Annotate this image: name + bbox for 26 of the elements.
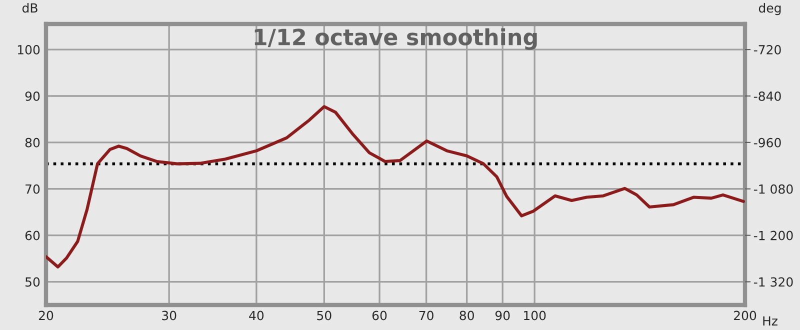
x-tick-label: 20	[38, 310, 54, 320]
x-tick-label: 200	[734, 310, 756, 320]
y-tick-label: 60	[25, 230, 40, 240]
y-tick-label: 80	[25, 138, 40, 148]
y2-tick-label: -720	[754, 45, 781, 54]
y2-axis-title: deg	[758, 3, 781, 16]
y-tick-label: 100	[18, 45, 40, 54]
y2-tick-label: -1 320	[754, 277, 793, 287]
y-tick-label: 70	[26, 184, 40, 194]
chart-title: 1/12 octave smoothing	[254, 28, 537, 50]
x-tick-label: 60	[372, 310, 387, 320]
x-axis-title: Hz	[763, 316, 778, 326]
y-tick-label: 90	[25, 91, 40, 101]
y2-tick-label: -1 200	[754, 230, 793, 240]
y2-tick-label: -840	[754, 91, 781, 101]
x-tick-label: 30	[162, 310, 176, 320]
x-tick-label: 90	[495, 310, 510, 320]
x-tick-label: 50	[317, 310, 332, 320]
x-tick-label: 100	[524, 310, 546, 320]
x-tick-label: 40	[249, 310, 264, 320]
x-tick-label: 70	[419, 310, 434, 320]
y-axis-title: dB	[22, 3, 38, 13]
y-tick-label: 50	[26, 277, 40, 287]
x-tick-label: 80	[460, 310, 474, 320]
y2-tick-label: -960	[754, 138, 781, 148]
y2-tick-label: -1 080	[754, 184, 793, 194]
